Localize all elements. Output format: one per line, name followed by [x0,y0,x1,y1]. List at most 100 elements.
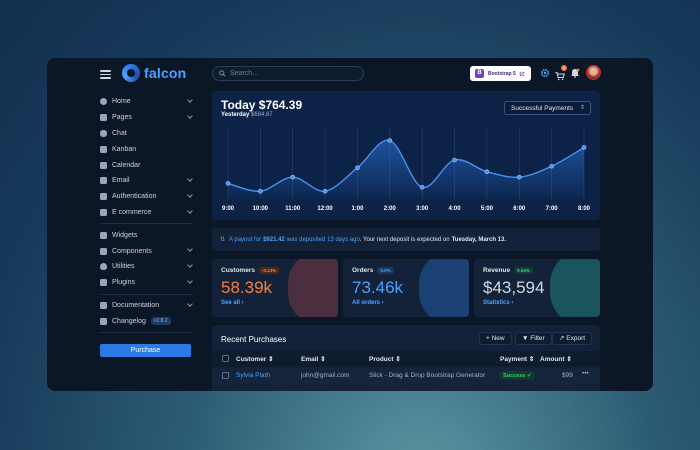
stat-value: $43,594 [483,278,545,297]
sidebar-item-utilities[interactable]: Utilities [100,259,193,275]
customer-link[interactable]: Sylvia Plath [236,372,270,379]
button-label: Export [566,335,586,342]
statistics-link[interactable]: Statistics › [483,300,514,306]
sidebar-item-home[interactable]: Home [100,94,193,110]
sidebar-item-label: E commerce [112,208,152,216]
column-header-email[interactable]: Email ⇕ [301,355,326,363]
gear-icon[interactable] [540,68,550,78]
stat-label-text: Customers [221,267,255,274]
sort-icon: ⇕ [320,356,326,363]
export-button[interactable]: ↗ Export [552,332,593,345]
column-header-product[interactable]: Product ⇕ [369,355,401,363]
stat-label: Orders 0.0% [352,267,394,274]
sidebar-item-label: Pages [112,114,132,122]
sidebar-nav: Home Pages Chat Kanban Calendar Email Au… [100,94,193,336]
bootstrap-badge[interactable]: B Bootstrap 5 [470,66,531,81]
decorative-shape [419,259,469,317]
card-title: Recent Purchases [221,335,287,344]
payout-amount-link[interactable]: $921.42 [263,236,285,243]
cart-icon [555,71,565,81]
data-point [290,174,296,180]
comments-icon [100,129,107,137]
alert-middle: was deposited [286,236,326,243]
menu-toggle-icon[interactable] [100,70,111,79]
poll-icon [100,231,107,239]
column-header-payment[interactable]: Payment ⇕ [500,355,534,363]
external-link-icon [519,71,524,76]
divider [100,223,192,225]
sidebar-item-widgets[interactable]: Widgets [100,227,192,243]
data-point [225,181,231,186]
stat-card-orders: Orders 0.0% 73.46k All orders › [343,259,469,317]
sidebar-item-email[interactable]: Email [100,173,193,189]
table-row: Sylvia Plath john@gmail.com Slick - Drag… [212,368,600,384]
divider [100,293,192,295]
sidebar-item-plugins[interactable]: Plugins [100,275,193,291]
column-header-customer[interactable]: Customer ⇕ [236,355,274,363]
chevron-down-icon [187,262,193,268]
data-point [452,157,457,163]
chevron-down-icon [187,207,193,214]
sidebar-item-documentation[interactable]: Documentation [100,298,193,314]
filter-button[interactable]: ▼ Filter [515,332,552,345]
logo[interactable]: falcon [122,64,186,82]
see-all-link[interactable]: See all › [221,300,244,306]
sidebar-item-authentication[interactable]: Authentication [100,189,193,205]
chevron-down-icon [187,176,193,182]
cart-count-badge: 1 [561,65,567,71]
column-label: Amount [540,356,565,363]
stat-value: 58.39k [221,278,273,297]
select-value: Successful Payments [511,105,574,112]
payments-chart-card: 9:00 10:00 11:00 12:00 1:00 2:00 3:00 4:00 5:00 6… [212,91,600,220]
sidebar-item-label: Components [112,247,152,255]
sidebar-item-components[interactable]: Components [100,243,193,259]
table-header: Customer ⇕ Email ⇕ Product ⇕ Payment ⇕ A… [212,351,600,367]
data-point [549,163,554,169]
sidebar-item-calendar[interactable]: Calendar [100,157,192,173]
calendar-icon [100,161,107,169]
avatar[interactable] [586,65,601,80]
all-orders-link[interactable]: All orders › [352,300,384,306]
x-tick-label: 5:00 [481,206,494,212]
row-checkbox[interactable] [222,372,229,379]
alert-when: 13 days ago [327,236,360,243]
bell-icon[interactable] [570,68,580,78]
status-badge: Success ✓ [499,371,536,380]
cart-button[interactable]: 1 [555,65,567,81]
sidebar-item-kanban[interactable]: Kanban [100,141,192,157]
data-point [581,145,587,150]
stat-label: Customers -0.23% [221,267,280,274]
sidebar-item-pages[interactable]: Pages [100,110,193,126]
sidebar-item-label: Changelog [112,317,146,325]
version-badge: v2.8.2 [150,317,171,326]
payments-line-chart: 9:00 10:00 11:00 12:00 1:00 2:00 3:00 4:00 5:00 6… [222,127,591,212]
new-button[interactable]: + New [479,332,512,345]
sidebar-item-label: Home [112,98,131,106]
flag-icon [100,114,107,122]
search-placeholder: Search... [230,70,259,77]
sidebar-item-ecommerce[interactable]: E commerce [100,205,193,221]
stat-value: 73.46k [352,278,404,297]
swap-icon: ⇅ [220,237,226,243]
series-area [228,140,584,199]
x-tick-label: 2:00 [384,206,397,212]
sidebar: falcon Home Pages Chat Kanban Calendar E… [47,58,207,391]
sidebar-item-chat[interactable]: Chat [100,126,192,142]
sort-icon: ⇕ [528,356,535,363]
code-branch-icon [100,317,107,325]
sidebar-item-label: Calendar [112,161,141,169]
select-all-checkbox[interactable] [222,355,229,362]
more-options-button[interactable]: ••• [582,370,589,377]
data-point [419,185,425,190]
sidebar-item-label: Widgets [112,231,138,239]
search-input[interactable]: Search... [212,66,364,81]
sidebar-item-label: Kanban [112,145,137,153]
payment-type-select[interactable]: Successful Payments ⇕ [504,101,591,115]
sidebar-item-label: Documentation [112,301,160,309]
cart-icon [100,208,107,216]
purchase-button[interactable]: Purchase [100,344,191,357]
sidebar-item-changelog[interactable]: Changelog v2.8.2 [100,313,192,329]
status-text: Success [503,372,526,379]
column-header-amount[interactable]: Amount ⇕ [540,355,572,363]
divider [100,332,192,334]
